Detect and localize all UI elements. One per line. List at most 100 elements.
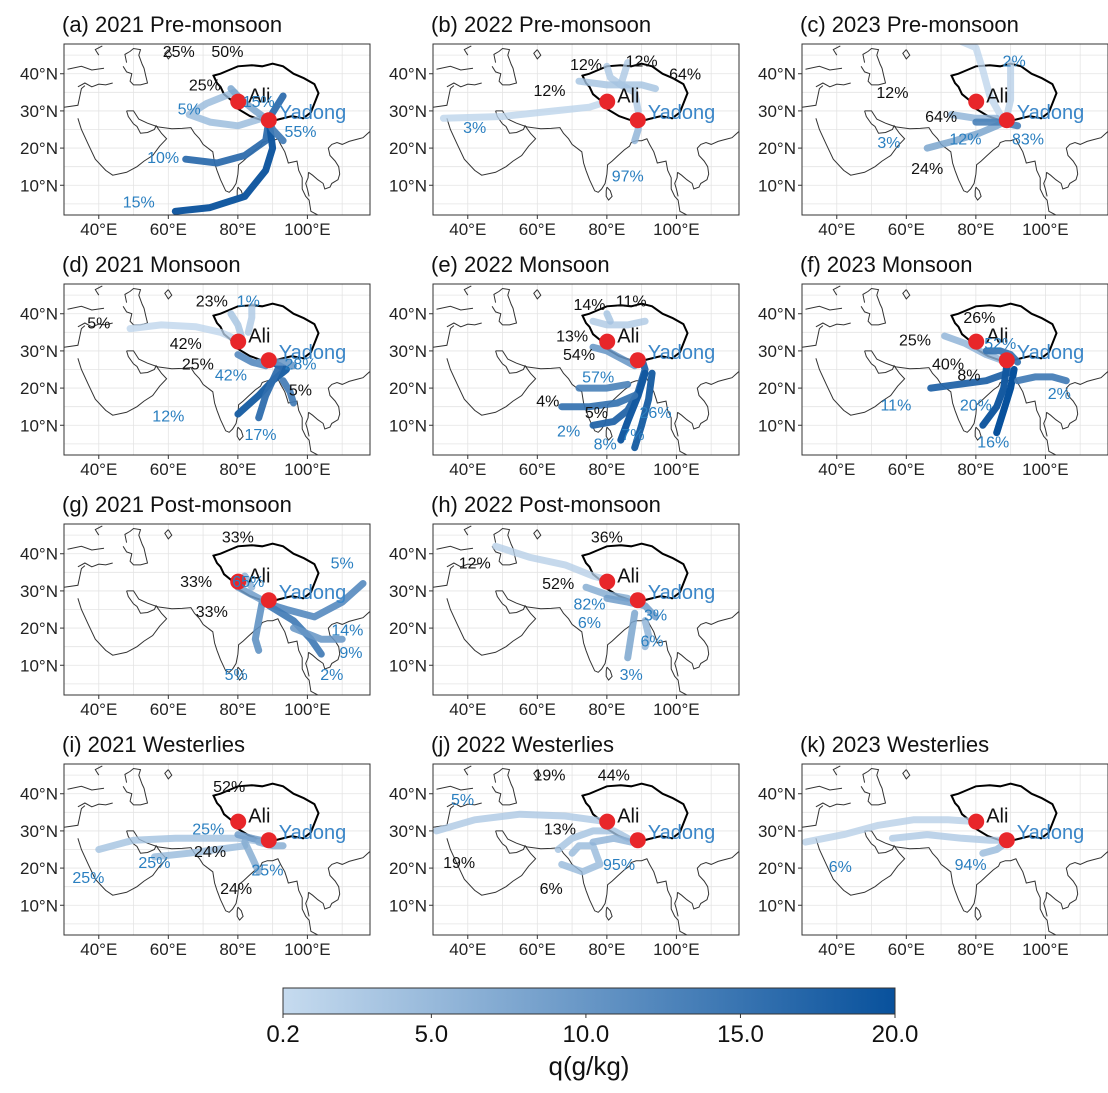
lat-tick-label: 40°N [758,305,796,324]
percent-label: 12% [876,85,908,102]
lat-tick-label: 40°N [389,65,427,84]
percent-label: 28% [284,357,316,374]
lon-tick-label: 60°E [150,940,187,959]
percent-label: 25% [138,855,170,872]
percent-label: 6% [540,881,563,898]
site-marker-yadong [630,352,646,368]
lon-tick-label: 100°E [1022,460,1069,479]
lon-tick-label: 40°E [818,940,855,959]
panel-title: (a) 2021 Pre-monsoon [62,12,282,37]
percent-label: 25% [72,870,104,887]
lat-tick-label: 10°N [20,176,58,195]
lat-tick-label: 30°N [389,822,427,841]
lon-tick-label: 60°E [519,220,556,239]
panel-title: (b) 2022 Pre-monsoon [431,12,651,37]
percent-label: 3% [620,667,643,684]
lat-tick-label: 20°N [20,139,58,158]
percent-label: 5% [178,102,201,119]
lon-tick-label: 80°E [957,940,994,959]
lon-tick-label: 100°E [1022,940,1069,959]
lat-tick-label: 20°N [758,379,796,398]
lon-tick-label: 100°E [653,940,700,959]
colorbar-label: q(g/kg) [549,1051,630,1081]
panel-title: (c) 2023 Pre-monsoon [800,12,1019,37]
site-label: Yadong [648,102,715,124]
map-panel-f: (f) 2023 MonsoonAliYadong26%25%52%40%8%1… [758,252,1108,479]
panel-title: (i) 2021 Westerlies [62,732,245,757]
percent-label: 65% [232,574,264,591]
site-label: Ali [617,326,639,348]
percent-label: 11% [616,293,647,310]
lat-tick-label: 10°N [758,896,796,915]
site-marker-yadong [261,832,277,848]
lat-tick-label: 10°N [758,416,796,435]
lon-tick-label: 60°E [150,700,187,719]
percent-label: 36% [591,530,623,547]
lat-tick-label: 10°N [389,176,427,195]
percent-label: 57% [582,370,614,387]
percent-label: 12% [949,131,981,148]
lat-tick-label: 10°N [20,416,58,435]
percent-label: 9% [339,645,362,662]
percent-label: 5% [87,316,110,333]
site-label: Yadong [1017,342,1084,364]
lon-tick-label: 80°E [588,460,625,479]
trajectory-path [607,314,610,322]
lat-tick-label: 30°N [389,102,427,121]
percent-label: 25% [189,77,221,94]
lon-tick-label: 40°E [80,460,117,479]
percent-label: 25% [899,332,931,349]
percent-label: 82% [573,597,605,614]
percent-label: 19% [443,855,475,872]
lon-tick-label: 80°E [957,460,994,479]
site-label: Yadong [279,102,346,124]
site-marker-yadong [261,112,277,128]
lat-tick-label: 20°N [758,139,796,158]
lat-tick-label: 30°N [758,342,796,361]
percent-label: 95% [603,857,635,874]
colorbar-gradient [283,988,895,1014]
trajectory-path [593,321,645,325]
lat-tick-label: 40°N [20,545,58,564]
lon-tick-label: 40°E [80,940,117,959]
site-marker-ali [230,334,246,350]
lat-tick-label: 20°N [389,379,427,398]
percent-label: 15% [123,195,155,212]
percent-label: 55% [284,124,316,141]
lat-tick-label: 20°N [758,859,796,878]
percent-label: 12% [459,556,491,573]
percent-label: 52% [984,336,1016,353]
percent-label: 12% [570,57,602,74]
map-panel-i: (i) 2021 WesterliesAliYadong52%25%25%24%… [20,732,370,959]
percent-label: 4% [536,394,559,411]
percent-label: 1% [237,293,260,310]
percent-label: 24% [220,881,252,898]
site-marker-yadong [999,832,1015,848]
lon-tick-label: 100°E [1022,220,1069,239]
lon-tick-label: 40°E [818,220,855,239]
lon-tick-label: 100°E [653,460,700,479]
site-label: Ali [986,806,1008,828]
lon-tick-label: 100°E [284,460,331,479]
lat-tick-label: 30°N [389,342,427,361]
site-label: Ali [986,86,1008,108]
percent-label: 6% [641,634,664,651]
colorbar-tick-label: 15.0 [717,1021,764,1048]
map-panel-b: (b) 2022 Pre-monsoonAliYadong12%12%64%12… [389,12,739,239]
percent-label: 6% [829,859,852,876]
lon-tick-label: 40°E [80,220,117,239]
lon-tick-label: 80°E [588,700,625,719]
lon-tick-label: 60°E [519,460,556,479]
site-marker-yadong [261,592,277,608]
percent-label: 50% [211,44,243,61]
lon-tick-label: 60°E [888,460,925,479]
percent-label: 24% [911,161,943,178]
lat-tick-label: 10°N [758,176,796,195]
percent-label: 5% [585,405,608,422]
percent-label: 10% [147,150,179,167]
percent-label: 2% [1003,53,1026,70]
lat-tick-label: 20°N [20,859,58,878]
lat-tick-label: 40°N [389,305,427,324]
lat-tick-label: 40°N [20,65,58,84]
